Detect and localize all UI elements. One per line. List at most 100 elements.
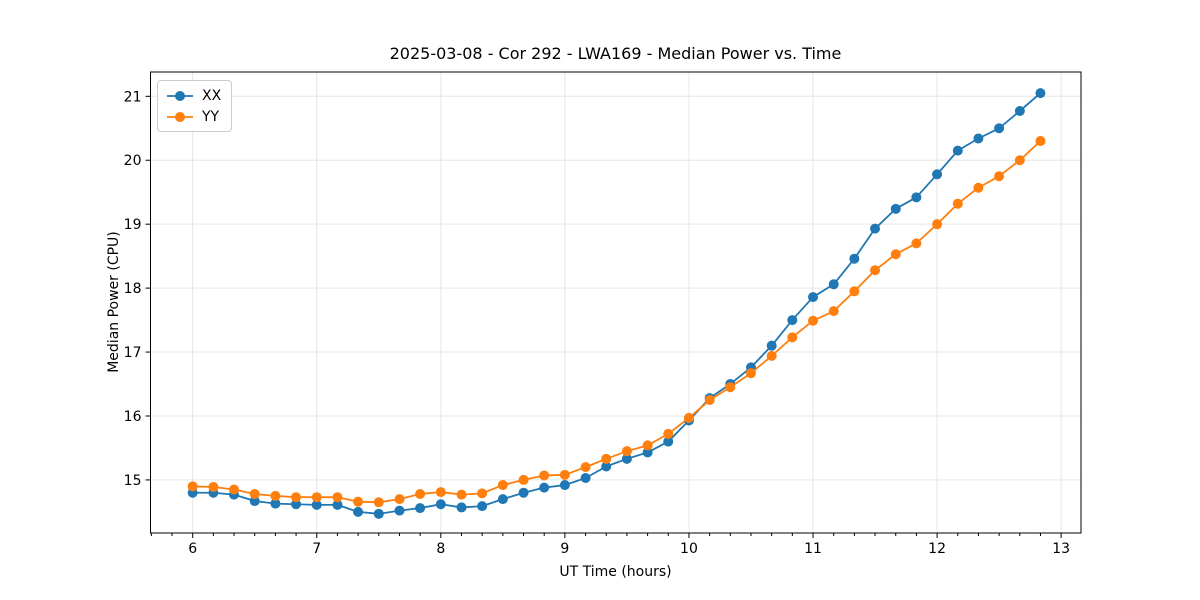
y-tick-label: 15: [124, 473, 142, 489]
data-point: [952, 145, 963, 156]
data-point: [228, 484, 239, 495]
plot-border: [150, 71, 1082, 534]
data-point: [456, 502, 467, 513]
data-point: [1014, 106, 1025, 117]
data-point: [291, 492, 302, 503]
data-point: [704, 395, 715, 406]
x-axis-label: UT Time (hours): [559, 564, 672, 580]
data-point: [932, 219, 943, 230]
x-tick-label: 11: [804, 541, 822, 557]
x-tick-label: 12: [928, 541, 946, 557]
data-point: [787, 315, 798, 326]
data-point: [580, 462, 591, 473]
data-point: [973, 133, 984, 144]
data-point: [745, 368, 756, 379]
series-line: [192, 92, 1042, 515]
y-tick-label: 20: [124, 153, 142, 169]
data-point: [332, 499, 343, 510]
data-point: [477, 501, 488, 512]
data-point: [621, 453, 632, 464]
data-point: [518, 474, 529, 485]
data-point: [952, 198, 963, 209]
data-point: [353, 506, 364, 517]
data-point: [477, 488, 488, 499]
data-point: [890, 249, 901, 260]
data-point: [808, 315, 819, 326]
legend-entry-xx: XX: [165, 85, 221, 106]
data-point: [415, 488, 426, 499]
data-point: [601, 453, 612, 464]
data-point: [828, 306, 839, 317]
legend-line-marker-xx-icon: [167, 90, 193, 101]
axis-ticks: [145, 95, 1062, 538]
data-point: [497, 480, 508, 491]
gridlines: [150, 72, 1081, 533]
data-point: [270, 498, 281, 509]
data-point: [353, 496, 364, 507]
data-point: [642, 447, 653, 458]
data-point: [291, 499, 302, 510]
data-point: [332, 492, 343, 503]
data-point: [870, 265, 881, 276]
data-point: [828, 279, 839, 290]
data-point: [559, 480, 570, 491]
y-axis-label: Median Power (CPU): [106, 231, 122, 373]
data-point: [766, 340, 777, 351]
legend: XX YY: [157, 80, 233, 132]
data-point: [311, 499, 322, 510]
data-point: [932, 169, 943, 180]
x-tick-label: 9: [560, 541, 569, 557]
data-point: [394, 505, 405, 516]
data-point: [849, 253, 860, 264]
data-point: [911, 238, 922, 249]
data-point: [849, 286, 860, 297]
data-point: [994, 171, 1005, 182]
data-point: [642, 440, 653, 451]
data-point: [249, 496, 260, 507]
data-point: [497, 494, 508, 505]
series-xx: [187, 88, 1046, 519]
legend-label-xx: XX: [202, 87, 222, 104]
chart-title: 2025-03-08 - Cor 292 - LWA169 - Median P…: [389, 44, 842, 63]
y-tick-label: 18: [124, 281, 142, 297]
data-point: [725, 382, 736, 393]
data-point: [1014, 155, 1025, 166]
data-point: [1035, 88, 1046, 99]
data-point: [249, 488, 260, 499]
data-point: [539, 470, 550, 481]
legend-label-yy: YY: [202, 108, 220, 125]
data-point: [518, 487, 529, 498]
data-point: [559, 469, 570, 480]
data-point: [394, 494, 405, 505]
x-tick-label: 13: [1052, 541, 1070, 557]
data-point: [787, 332, 798, 343]
data-point: [663, 436, 674, 447]
y-tick-label: 21: [124, 89, 142, 105]
data-point: [683, 412, 694, 423]
data-point: [766, 350, 777, 361]
data-point: [270, 490, 281, 501]
data-point: [539, 482, 550, 493]
y-tick-label: 17: [124, 345, 142, 361]
data-point: [187, 481, 198, 492]
x-tick-label: 10: [680, 541, 698, 557]
data-point: [601, 461, 612, 472]
data-point: [890, 203, 901, 214]
data-point: [311, 492, 322, 503]
x-tick-label: 8: [436, 541, 445, 557]
data-point: [415, 503, 426, 514]
data-point: [994, 123, 1005, 134]
data-point: [808, 292, 819, 303]
legend-entry-yy: YY: [165, 106, 221, 127]
y-tick-label: 19: [124, 217, 142, 233]
data-point: [870, 223, 881, 234]
y-tick-label: 16: [124, 409, 142, 425]
data-point: [373, 508, 384, 519]
data-point: [1035, 136, 1046, 147]
data-point: [973, 182, 984, 193]
data-point: [208, 481, 219, 492]
data-point: [580, 473, 591, 484]
data-point: [435, 499, 446, 510]
